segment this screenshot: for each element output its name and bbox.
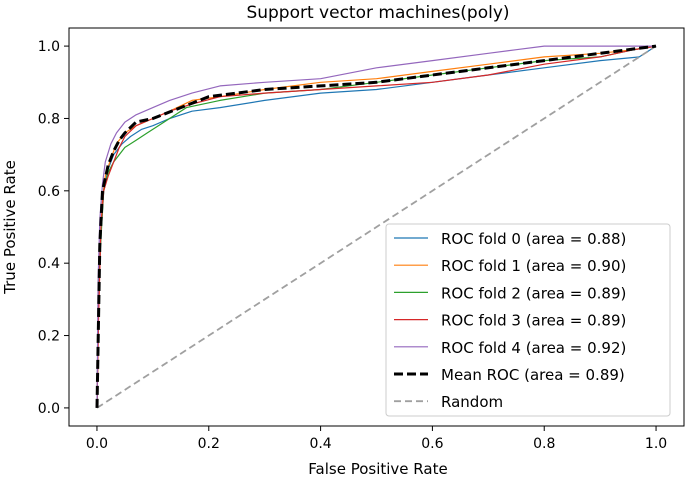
x-tick-label: 0.6 [421, 436, 443, 452]
legend-label-3: ROC fold 3 (area = 0.89) [441, 312, 626, 330]
x-tick-label: 0.8 [533, 436, 555, 452]
x-tick-label: 0.0 [86, 436, 108, 452]
y-tick-label: 0.8 [38, 111, 60, 127]
legend-items: ROC fold 0 (area = 0.88) ROC fold 1 (area… [394, 230, 626, 411]
legend-label-4: ROC fold 4 (area = 0.92) [441, 339, 626, 357]
y-axis-label: True Positive Rate [1, 160, 19, 295]
y-tick-label: 0.0 [38, 401, 60, 417]
legend-label-1: ROC fold 1 (area = 0.90) [441, 257, 626, 275]
legend-label-6: Random [441, 393, 503, 411]
x-tick-label: 0.4 [309, 436, 331, 452]
legend-label-2: ROC fold 2 (area = 0.89) [441, 284, 626, 302]
legend-box [385, 223, 671, 417]
series-line-6 [96, 45, 657, 409]
legend-label-5: Mean ROC (area = 0.89) [441, 366, 625, 384]
y-tick-label: 1.0 [38, 39, 60, 55]
x-tick-label: 1.0 [645, 436, 667, 452]
x-axis-label: False Positive Rate [308, 460, 447, 478]
x-axis-ticks: 0.0 0.2 0.4 0.6 0.8 1.0 [86, 426, 667, 452]
x-tick-label: 0.2 [198, 436, 220, 452]
y-axis-ticks: 0.0 0.2 0.4 0.6 0.8 1.0 [38, 39, 69, 417]
y-tick-label: 0.6 [38, 184, 60, 200]
series-line-4 [96, 45, 656, 408]
series-line-5 [95, 44, 657, 408]
y-tick-label: 0.4 [38, 256, 60, 272]
series-layer [95, 44, 657, 409]
y-tick-label: 0.2 [38, 329, 60, 345]
legend: ROC fold 0 (area = 0.88) ROC fold 1 (area… [385, 223, 671, 417]
legend-label-0: ROC fold 0 (area = 0.88) [441, 230, 626, 248]
chart-title: Support vector machines(poly) [246, 3, 509, 23]
